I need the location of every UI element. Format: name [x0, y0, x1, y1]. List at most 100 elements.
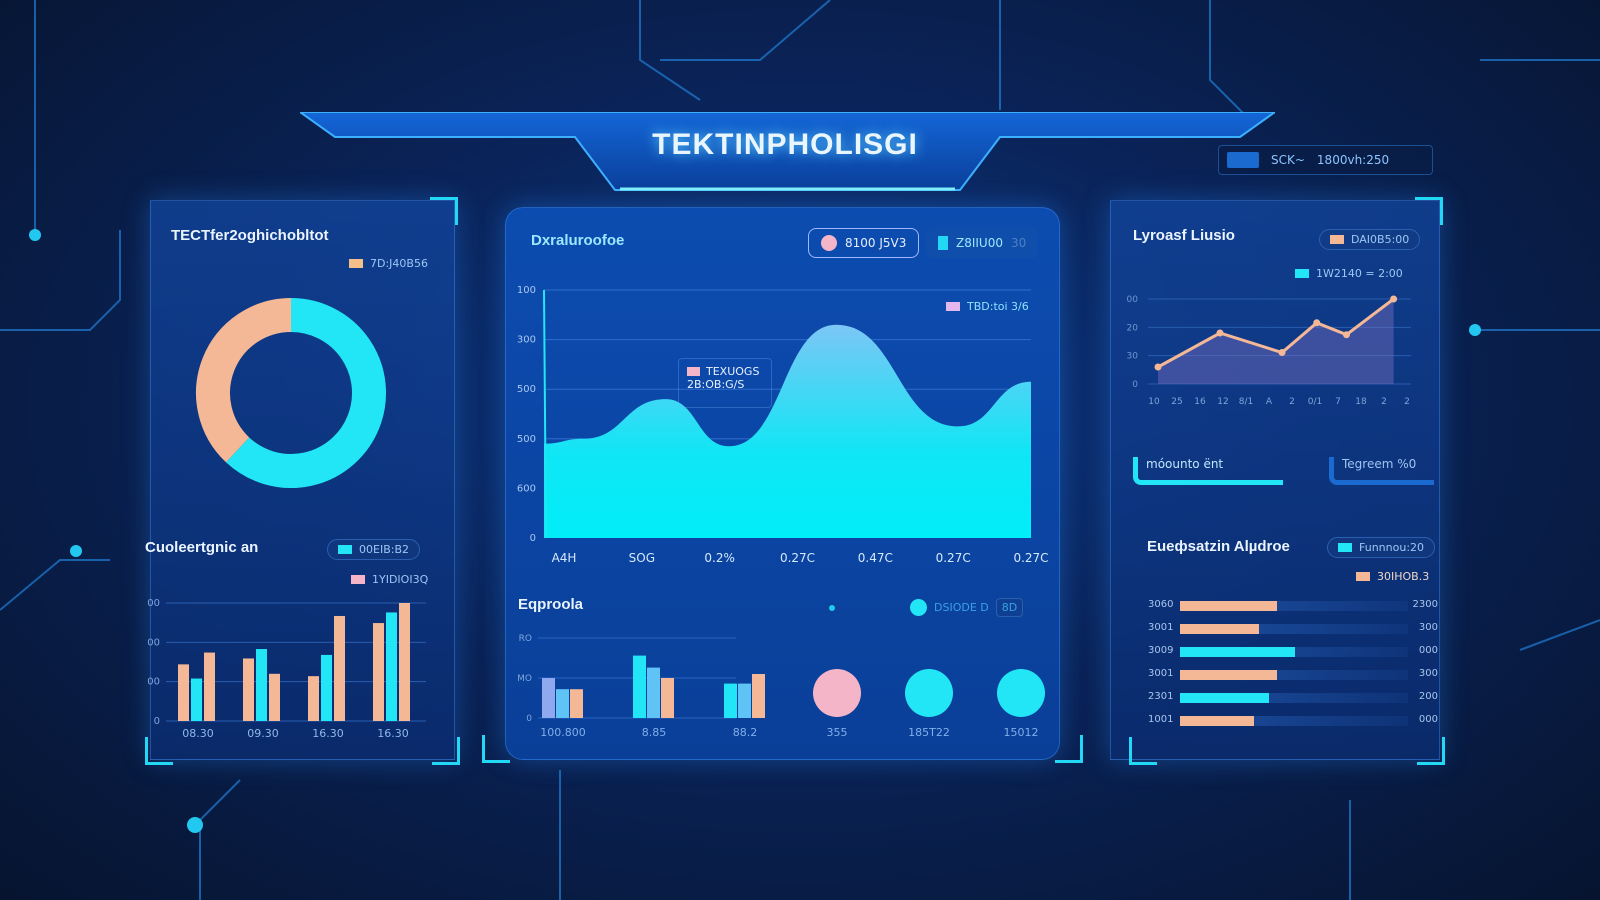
hbar-row: 3001 300	[1148, 622, 1438, 636]
bar	[386, 612, 397, 721]
x-tick-label: 18	[1355, 397, 1367, 407]
legend-swatch-icon	[1295, 269, 1309, 278]
bottom-bar-chart: 0 MO RO 100.800 8.85 88.2 355 185T22 15012	[517, 634, 1045, 739]
x-tick-label: 0.2%	[704, 551, 735, 565]
status-value: 1800vh:250	[1316, 153, 1390, 167]
right-panel: Lyroasf Liusio DAI0B5:00 1W2140 = 2:00 0…	[1110, 197, 1445, 765]
bottom-legend[interactable]: DSIODE D 8D	[910, 598, 1024, 617]
filter-button-1[interactable]: 8100 J5V3	[808, 228, 920, 258]
legend-label: 1YIDIOI3Q	[372, 573, 429, 586]
legend-swatch-icon	[1356, 572, 1370, 581]
row-label: 2301	[1148, 691, 1174, 702]
progress-widget-2[interactable]: Tegreem %0	[1329, 457, 1434, 485]
bar	[204, 652, 215, 721]
y-tick-label: RO	[519, 634, 532, 644]
indicator-dot-icon	[829, 605, 835, 611]
y-tick-label: 0	[526, 714, 532, 724]
y-tick-label: 00	[147, 677, 160, 688]
x-tick-label: 100.800	[540, 726, 586, 739]
pink-dot-icon	[821, 235, 837, 251]
donut-slice	[225, 298, 386, 488]
bar	[269, 673, 280, 721]
x-tick-label: SOG	[629, 551, 655, 565]
row-label: 3001	[1148, 668, 1174, 679]
x-tick-label: 8/1	[1239, 397, 1253, 407]
row-value: 2300	[1412, 599, 1438, 610]
line-legend-2: 1W2140 = 2:00	[1295, 267, 1403, 280]
x-tick-label: 88.2	[733, 726, 758, 739]
filter-button-2[interactable]: Z8IIU00 30	[926, 228, 1039, 258]
y-tick-label: 00	[147, 598, 160, 609]
bar	[373, 623, 384, 721]
metric-circle	[997, 669, 1045, 717]
legend-label: 30IHOB.3	[1377, 570, 1430, 583]
x-tick-label: 0.27C	[936, 551, 971, 565]
bar	[542, 678, 555, 718]
app-title: TEKTINPHOLISGI	[652, 128, 918, 161]
y-tick-label: MO	[517, 674, 532, 684]
y-tick-label: 30	[1127, 352, 1139, 362]
line-chart: 0 30 20 00 10 25 16 12 8/1 A 2 0/1 7 18 2 2	[1127, 295, 1411, 407]
donut-title: TECTfer2oghichobltot	[171, 227, 329, 244]
y-tick-label: 0	[530, 533, 536, 544]
metric-circle	[813, 669, 861, 717]
x-tick-label: 7	[1335, 397, 1341, 407]
legend-swatch-icon	[687, 367, 700, 376]
bar	[399, 603, 410, 721]
hbar-title: Eueфsatzin Alµdroe	[1147, 538, 1290, 555]
progress-widget-1[interactable]: móounto ёnt	[1133, 457, 1283, 485]
hbar-row: 2301 200	[1148, 691, 1438, 705]
legend-label: Funnnou:20	[1359, 541, 1425, 554]
bar-legend-1[interactable]: 00EIB:B2	[327, 539, 420, 560]
bar-fill	[1180, 647, 1295, 657]
legend-swatch-icon	[1330, 235, 1344, 244]
data-point	[1390, 295, 1398, 303]
bar-track	[1180, 647, 1408, 657]
legend-dot-icon	[910, 599, 927, 616]
bar	[633, 655, 646, 718]
x-tick-label: 12	[1217, 397, 1228, 407]
bar-fill	[1180, 601, 1277, 611]
button-label: 8100 J5V3	[845, 236, 907, 250]
area-legend: TBD:toi 3/6	[946, 300, 1029, 313]
y-tick-label: 500	[517, 434, 536, 445]
bar	[738, 683, 751, 718]
x-tick-label: A	[1266, 397, 1273, 407]
hbar-row: 3060 2300	[1148, 599, 1438, 613]
x-tick-label: 2	[1289, 397, 1295, 407]
bar	[178, 664, 189, 721]
y-tick-label: 0	[1132, 380, 1138, 390]
bar	[191, 678, 202, 721]
legend-swatch-icon	[351, 575, 365, 584]
metric-circle	[905, 669, 953, 717]
row-label: 3009	[1148, 645, 1174, 656]
bar	[647, 667, 660, 718]
legend-swatch-icon	[338, 545, 352, 554]
line-legend-1[interactable]: DAI0B5:00	[1319, 229, 1421, 250]
area-chart-title: Dxraluroofoe	[531, 232, 625, 249]
hbar-row: 3009 000	[1148, 645, 1438, 659]
legend-swatch-icon	[349, 259, 363, 268]
status-indicator-icon	[1227, 152, 1259, 168]
row-label: 3060	[1148, 599, 1174, 610]
y-tick-label: 100	[517, 285, 536, 296]
line-series	[1157, 297, 1395, 369]
hbar-legend-1[interactable]: Funnnou:20	[1327, 537, 1436, 558]
x-tick-label: 2	[1404, 397, 1410, 407]
left-panel: TECTfer2oghichobltot 7D:J40B56 Cuoleertg…	[145, 197, 460, 765]
bar-fill	[1180, 624, 1260, 634]
x-tick-label: 09.30	[247, 727, 279, 740]
legend-badge[interactable]: 8D	[995, 598, 1024, 617]
line-chart-title: Lyroasf Liusio	[1133, 227, 1235, 244]
bar	[334, 615, 345, 721]
bar-legend-2: 1YIDIOI3Q	[351, 573, 428, 586]
y-tick-label: 00	[147, 637, 160, 648]
x-tick-label: 8.85	[642, 726, 667, 739]
top-status-widget[interactable]: SCK~ 1800vh:250	[1218, 145, 1433, 175]
legend-label: 00EIB:B2	[359, 543, 409, 556]
bar	[243, 658, 254, 721]
x-tick-label: 0.47C	[858, 551, 893, 565]
x-tick-label: 0.27C	[780, 551, 815, 565]
legend-label: DSIODE D	[934, 601, 989, 614]
